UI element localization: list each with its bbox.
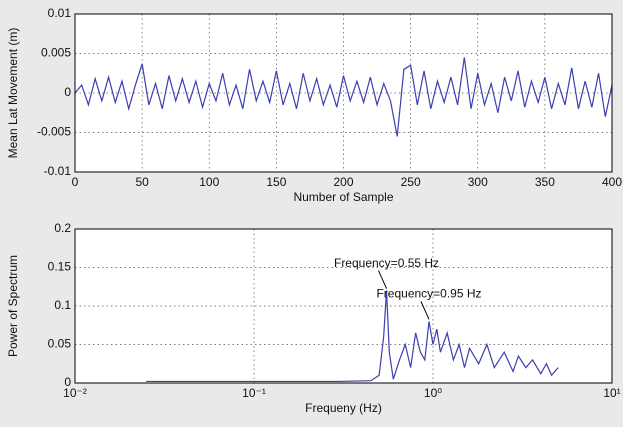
data-line [146, 290, 559, 383]
x-axis-label: Frequeny (Hz) [305, 401, 382, 415]
x-tick-label: 10⁻² [63, 386, 87, 400]
y-tick-label: 0.2 [54, 221, 71, 235]
annotation-arrow [378, 270, 387, 289]
x-tick-label: 10⁰ [424, 386, 442, 400]
y-tick-label: -0.005 [37, 125, 71, 139]
x-tick-label: 150 [266, 175, 286, 189]
x-tick-label: 50 [135, 175, 149, 189]
annotation: Frequency=0.55 Hz [334, 256, 439, 270]
data-line [74, 57, 613, 137]
x-tick-label: 300 [468, 175, 488, 189]
x-tick-label: 200 [333, 175, 353, 189]
y-tick-label: 0.05 [48, 337, 72, 351]
y-tick-label: 0.01 [48, 6, 72, 20]
axes-frame [74, 228, 613, 384]
y-tick-label: 0.15 [48, 260, 72, 274]
y-axis-label: Power of Spectrum [6, 255, 20, 357]
x-tick-label: 400 [602, 175, 622, 189]
axes-frame [74, 13, 613, 173]
x-tick-label: 100 [199, 175, 219, 189]
y-tick-label: 0 [64, 85, 71, 99]
annotation-arrow [420, 301, 430, 320]
plot-area [75, 229, 612, 383]
x-tick-label: 350 [535, 175, 555, 189]
x-tick-label: 10⁻¹ [242, 386, 266, 400]
annotation: Frequency=0.95 Hz [376, 287, 481, 301]
y-tick-label: -0.01 [44, 164, 72, 178]
x-axis-label: Number of Sample [293, 190, 393, 204]
y-tick-label: 0.1 [54, 298, 71, 312]
x-tick-label: 10¹ [603, 386, 620, 400]
y-tick-label: 0.005 [41, 46, 71, 60]
x-tick-label: 250 [401, 175, 421, 189]
y-axis-label: Mean Lat Movement (m) [6, 28, 20, 159]
y-tick-label: 0 [64, 375, 71, 389]
x-tick-label: 0 [72, 175, 79, 189]
